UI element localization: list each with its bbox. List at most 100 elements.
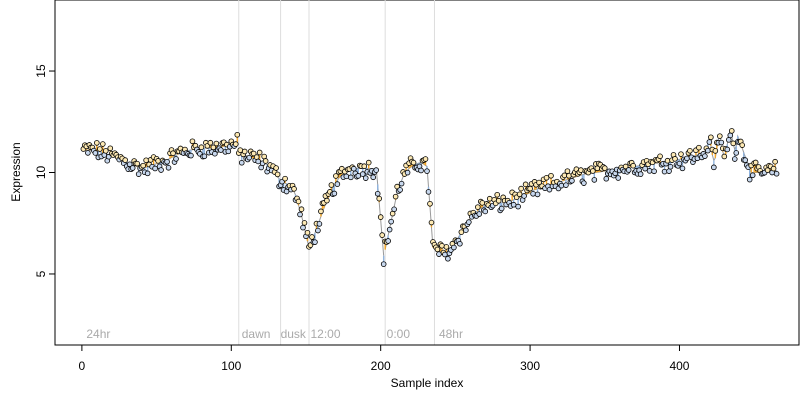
data-point-153 bbox=[309, 234, 315, 240]
data-point-358 bbox=[615, 175, 622, 181]
data-point-401 bbox=[679, 165, 686, 172]
data-point-43 bbox=[144, 170, 151, 177]
data-point-267 bbox=[479, 200, 486, 206]
y-tick-label-1: 10 bbox=[34, 166, 48, 180]
data-point-111 bbox=[246, 154, 253, 161]
data-point-181 bbox=[350, 165, 357, 172]
data-point-36 bbox=[134, 160, 140, 167]
data-point-81 bbox=[201, 153, 208, 160]
data-point-342 bbox=[591, 177, 598, 183]
data-point-114 bbox=[250, 150, 257, 157]
data-point-277 bbox=[494, 191, 501, 198]
data-point-446 bbox=[746, 176, 753, 183]
data-point-42 bbox=[143, 157, 149, 164]
data-point-117 bbox=[255, 158, 261, 165]
data-point-196 bbox=[373, 167, 380, 173]
data-point-323 bbox=[563, 182, 569, 188]
data-point-437 bbox=[733, 150, 740, 156]
data-point-448 bbox=[749, 172, 756, 179]
data-point-40 bbox=[140, 162, 146, 169]
data-point-265 bbox=[476, 211, 483, 217]
data-point-136 bbox=[283, 188, 290, 195]
data-point-240 bbox=[439, 242, 445, 249]
data-point-419 bbox=[706, 139, 713, 145]
data-point-335 bbox=[581, 180, 587, 186]
data-point-122 bbox=[262, 158, 269, 164]
data-point-212 bbox=[397, 187, 403, 193]
data-point-106 bbox=[238, 159, 245, 166]
data-point-169 bbox=[333, 173, 339, 179]
data-point-129 bbox=[273, 165, 279, 171]
data-point-450 bbox=[752, 159, 759, 166]
y-axis-title: Expression bbox=[9, 142, 23, 201]
data-point-50 bbox=[155, 158, 161, 164]
data-point-200 bbox=[379, 232, 385, 238]
data-point-170 bbox=[334, 181, 341, 187]
data-point-73 bbox=[189, 138, 196, 145]
data-point-312 bbox=[546, 186, 553, 193]
data-point-141 bbox=[291, 186, 297, 192]
data-point-197 bbox=[374, 190, 381, 197]
data-point-299 bbox=[527, 185, 533, 192]
data-point-244 bbox=[445, 255, 451, 262]
data-point-373 bbox=[637, 171, 644, 177]
data-point-85 bbox=[207, 139, 214, 146]
data-point-350 bbox=[603, 175, 610, 182]
data-point-189 bbox=[362, 175, 369, 181]
data-point-278 bbox=[495, 197, 502, 204]
region-dividers bbox=[238, 0, 435, 345]
data-point-187 bbox=[359, 171, 366, 177]
data-point-176 bbox=[343, 173, 350, 180]
data-point-280 bbox=[498, 205, 505, 212]
data-point-295 bbox=[521, 193, 527, 199]
data-point-230 bbox=[424, 168, 430, 174]
data-point-443 bbox=[742, 157, 749, 163]
data-point-462 bbox=[770, 165, 777, 172]
data-point-248 bbox=[451, 244, 457, 251]
data-point-213 bbox=[398, 180, 405, 187]
data-point-441 bbox=[739, 142, 746, 148]
x-tick-label-3: 300 bbox=[520, 359, 540, 373]
y-tick-label-0: 5 bbox=[34, 270, 48, 277]
data-point-325 bbox=[566, 172, 572, 179]
region-label-5: 48hr bbox=[439, 327, 463, 341]
data-point-399 bbox=[676, 160, 683, 167]
data-point-242 bbox=[442, 251, 448, 258]
data-points bbox=[80, 128, 780, 267]
data-point-349 bbox=[601, 165, 608, 171]
data-point-258 bbox=[466, 219, 472, 225]
region-labels: 24hr dawn dusk 12:00 0:00 48hr bbox=[86, 327, 463, 341]
data-point-237 bbox=[434, 246, 441, 253]
data-point-155 bbox=[312, 239, 318, 245]
data-point-209 bbox=[392, 193, 399, 200]
data-point-243 bbox=[443, 244, 450, 250]
data-point-8 bbox=[92, 150, 99, 156]
data-point-144 bbox=[295, 198, 302, 205]
data-point-416 bbox=[702, 153, 708, 159]
data-point-400 bbox=[678, 151, 684, 157]
data-point-88 bbox=[212, 150, 218, 157]
data-point-135 bbox=[282, 175, 288, 182]
data-point-365 bbox=[625, 167, 632, 173]
data-point-118 bbox=[256, 149, 263, 156]
data-point-87 bbox=[210, 144, 217, 151]
data-point-158 bbox=[316, 221, 323, 227]
x-tick-label-1: 100 bbox=[221, 359, 241, 373]
data-point-253 bbox=[458, 229, 465, 235]
data-point-238 bbox=[436, 251, 442, 257]
data-point-464 bbox=[773, 170, 780, 177]
data-point-427 bbox=[718, 139, 725, 146]
data-point-396 bbox=[672, 156, 678, 162]
data-point-194 bbox=[370, 174, 377, 181]
data-point-418 bbox=[705, 147, 711, 154]
data-point-105 bbox=[237, 147, 244, 153]
data-point-382 bbox=[651, 168, 657, 175]
data-point-320 bbox=[558, 182, 565, 189]
data-point-301 bbox=[530, 191, 536, 197]
data-point-208 bbox=[391, 206, 397, 213]
data-point-48 bbox=[152, 165, 158, 172]
data-point-206 bbox=[388, 218, 394, 225]
data-point-168 bbox=[331, 190, 338, 197]
x-axis: 0 100 200 300 400 bbox=[79, 344, 690, 373]
